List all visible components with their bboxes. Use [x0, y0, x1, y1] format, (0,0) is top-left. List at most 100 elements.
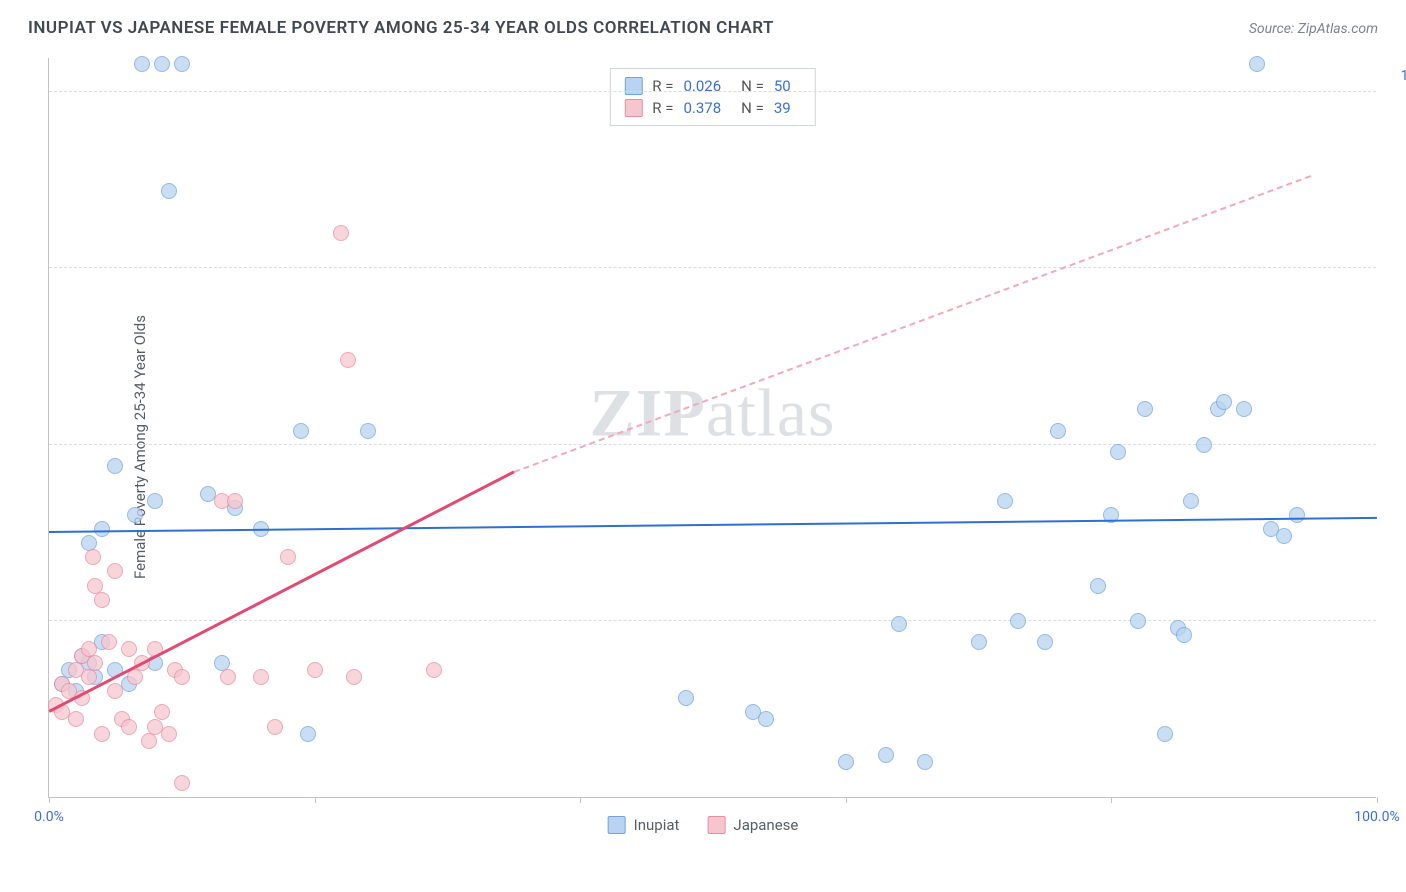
data-point	[161, 726, 177, 742]
data-point	[81, 669, 97, 685]
chart-title: INUPIAT VS JAPANESE FEMALE POVERTY AMONG…	[28, 18, 774, 38]
r-value: 0.378	[683, 99, 721, 117]
data-point	[174, 669, 190, 685]
data-point	[346, 669, 362, 685]
data-point	[154, 56, 170, 72]
data-point	[227, 493, 243, 509]
data-point	[127, 507, 143, 523]
data-point	[161, 183, 177, 199]
legend-swatch	[707, 816, 725, 834]
data-point	[1010, 613, 1026, 629]
data-point	[891, 616, 907, 632]
n-label: N =	[741, 77, 764, 95]
data-point	[280, 549, 296, 565]
data-point	[127, 669, 143, 685]
legend-stat-row: R = 0.378 N = 39	[624, 97, 800, 119]
data-point	[971, 634, 987, 650]
data-point	[220, 669, 236, 685]
data-point	[253, 669, 269, 685]
x-tick	[1111, 797, 1112, 803]
data-point	[300, 726, 316, 742]
data-point	[94, 592, 110, 608]
data-point	[333, 225, 349, 241]
scatter-plot: ZIPatlas R = 0.026N = 50R = 0.378N = 39 …	[48, 58, 1376, 798]
data-point	[1137, 401, 1153, 417]
legend-swatch	[624, 77, 642, 95]
legend-swatch	[608, 816, 626, 834]
x-tick	[580, 797, 581, 803]
data-point	[426, 662, 442, 678]
trendline-extrapolated	[513, 175, 1310, 473]
data-point	[267, 719, 283, 735]
x-tick	[1377, 797, 1378, 803]
data-point	[107, 458, 123, 474]
source-attribution: Source: ZipAtlas.com	[1249, 21, 1378, 37]
data-point	[1183, 493, 1199, 509]
x-tick	[49, 797, 50, 803]
data-point	[1249, 56, 1265, 72]
data-point	[1276, 528, 1292, 544]
data-point	[134, 56, 150, 72]
data-point	[340, 352, 356, 368]
data-point	[1050, 423, 1066, 439]
trendline	[49, 517, 1377, 533]
n-value: 50	[774, 77, 791, 95]
data-point	[758, 711, 774, 727]
r-label: R =	[652, 99, 673, 117]
data-point	[1157, 726, 1173, 742]
data-point	[85, 549, 101, 565]
x-tick	[315, 797, 316, 803]
data-point	[917, 754, 933, 770]
data-point	[174, 56, 190, 72]
r-label: R =	[652, 77, 673, 95]
trendline	[48, 470, 514, 712]
data-point	[1110, 444, 1126, 460]
y-tick-label: 100.0%	[1386, 68, 1406, 84]
data-point	[1289, 507, 1305, 523]
data-point	[154, 704, 170, 720]
legend-swatch	[624, 99, 642, 117]
data-point	[1196, 437, 1212, 453]
data-point	[1216, 394, 1232, 410]
data-point	[107, 563, 123, 579]
series-legend: Inupiat Japanese	[608, 816, 799, 834]
data-point	[87, 655, 103, 671]
legend-item: Japanese	[707, 816, 798, 834]
data-point	[997, 493, 1013, 509]
data-point	[1037, 634, 1053, 650]
n-label: N =	[741, 99, 764, 117]
data-point	[1090, 578, 1106, 594]
gridline	[49, 444, 1376, 445]
data-point	[878, 747, 894, 763]
legend-label: Inupiat	[634, 816, 680, 834]
data-point	[94, 726, 110, 742]
data-point	[1130, 613, 1146, 629]
data-point	[141, 733, 157, 749]
data-point	[678, 690, 694, 706]
watermark: ZIPatlas	[590, 373, 836, 452]
data-point	[838, 754, 854, 770]
data-point	[293, 423, 309, 439]
data-point	[1236, 401, 1252, 417]
n-value: 39	[774, 99, 791, 117]
data-point	[121, 719, 137, 735]
correlation-legend: R = 0.026N = 50R = 0.378N = 39	[609, 68, 815, 126]
data-point	[121, 641, 137, 657]
legend-stat-row: R = 0.026N = 50	[624, 75, 800, 97]
data-point	[360, 423, 376, 439]
x-tick-label: 100.0%	[1354, 809, 1399, 825]
legend-label: Japanese	[733, 816, 798, 834]
x-tick-label: 0.0%	[34, 809, 64, 825]
legend-item: Inupiat	[608, 816, 680, 834]
y-tick-label: 25.0%	[1386, 597, 1406, 613]
gridline	[49, 267, 1376, 268]
data-point	[307, 662, 323, 678]
data-point	[1176, 627, 1192, 643]
chart-container: Female Poverty Among 25-34 Year Olds ZIP…	[0, 52, 1406, 842]
gridline	[49, 91, 1376, 92]
data-point	[101, 634, 117, 650]
data-point	[94, 521, 110, 537]
data-point	[68, 711, 84, 727]
data-point	[147, 493, 163, 509]
x-tick	[846, 797, 847, 803]
